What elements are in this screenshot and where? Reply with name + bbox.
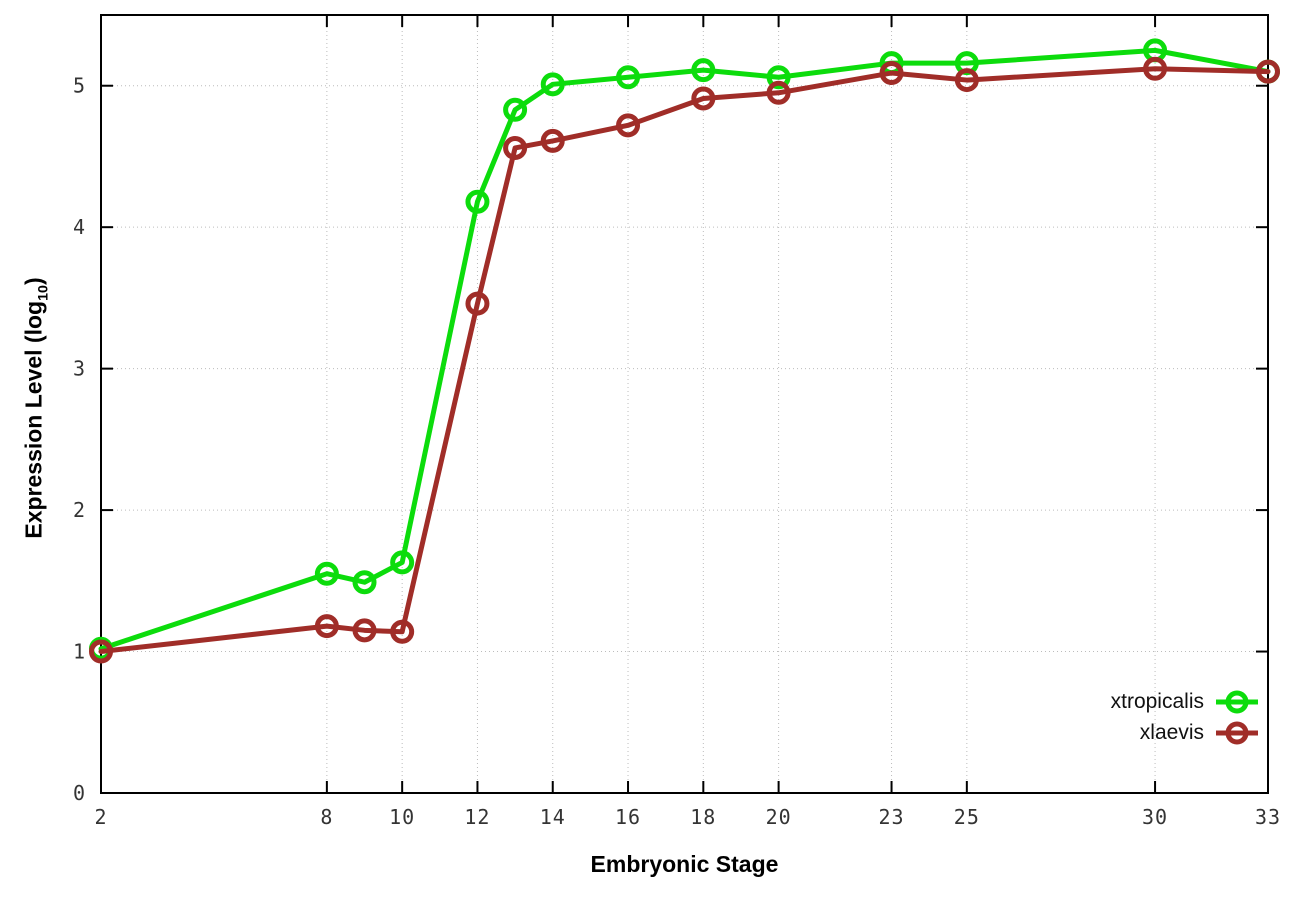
data-point-xlaevis [89,639,113,664]
data-point-xlaevis [540,128,565,153]
data-point-xtropicalis [616,65,641,90]
x-tick-label: 10 [389,805,415,829]
legend-item-xtropicalis: xtropicalis [1111,686,1260,717]
y-tick-label: 5 [73,74,86,98]
data-point-xlaevis [879,60,904,85]
data-point-xtropicalis [390,550,415,575]
y-tick-label: 0 [73,781,86,805]
y-tick-label: 2 [73,498,86,522]
legend-item-xlaevis: xlaevis [1111,717,1260,748]
y-axis-title: Expression Level (log10) [21,277,52,538]
data-point-xlaevis [465,291,490,316]
xlaevis-line-marker-icon [1216,721,1258,744]
x-tick-label: 16 [615,805,641,829]
data-point-xlaevis [314,614,339,639]
y-axis-title-subscript: 10 [35,285,52,301]
y-axis-title-suffix: ) [20,277,47,286]
data-point-xtropicalis [766,65,791,90]
y-tick-label: 3 [73,357,86,381]
data-point-xlaevis [1143,56,1168,81]
plot-border [100,14,1269,794]
series-xtropicalis [89,38,1280,661]
xtropicalis-line-marker-icon [1216,690,1258,713]
data-point-xlaevis [954,68,979,93]
x-tick-label: 23 [879,805,905,829]
legend-label-xlaevis: xlaevis [1139,720,1204,744]
data-point-xlaevis [503,135,528,160]
series-line-xlaevis [98,66,1271,655]
series-line-xtropicalis [98,47,1271,652]
data-point-xlaevis [1256,59,1280,84]
data-point-xlaevis [352,618,377,643]
x-tick-label: 12 [464,805,490,829]
x-tick-label: 18 [690,805,716,829]
x-tick-label: 25 [954,805,980,829]
data-point-xtropicalis [540,72,565,97]
data-point-xtropicalis [352,570,377,595]
x-tick-label: 14 [540,805,566,829]
series-xlaevis [89,56,1280,664]
y-axis-title-text: Expression Level (log [20,300,47,539]
x-axis-title: Embryonic Stage [590,851,779,877]
x-tick-label: 30 [1142,805,1168,829]
x-tick-label: 2 [94,805,107,829]
data-point-xtropicalis [314,561,339,586]
x-tick-label: 8 [320,805,333,829]
data-point-xtropicalis [465,189,490,214]
legend-label-xtropicalis: xtropicalis [1110,689,1204,713]
y-tick-label: 4 [73,215,86,239]
data-point-xtropicalis [691,58,716,83]
data-point-xlaevis [766,80,791,105]
data-point-xlaevis [691,86,716,111]
x-tick-label: 20 [766,805,792,829]
y-tick-label: 1 [73,640,86,664]
data-point-xlaevis [390,619,415,644]
legend: xtropicalis xlaevis [1111,686,1260,748]
data-point-xlaevis [616,113,641,138]
data-point-xtropicalis [503,97,528,122]
x-tick-label: 33 [1255,805,1281,829]
